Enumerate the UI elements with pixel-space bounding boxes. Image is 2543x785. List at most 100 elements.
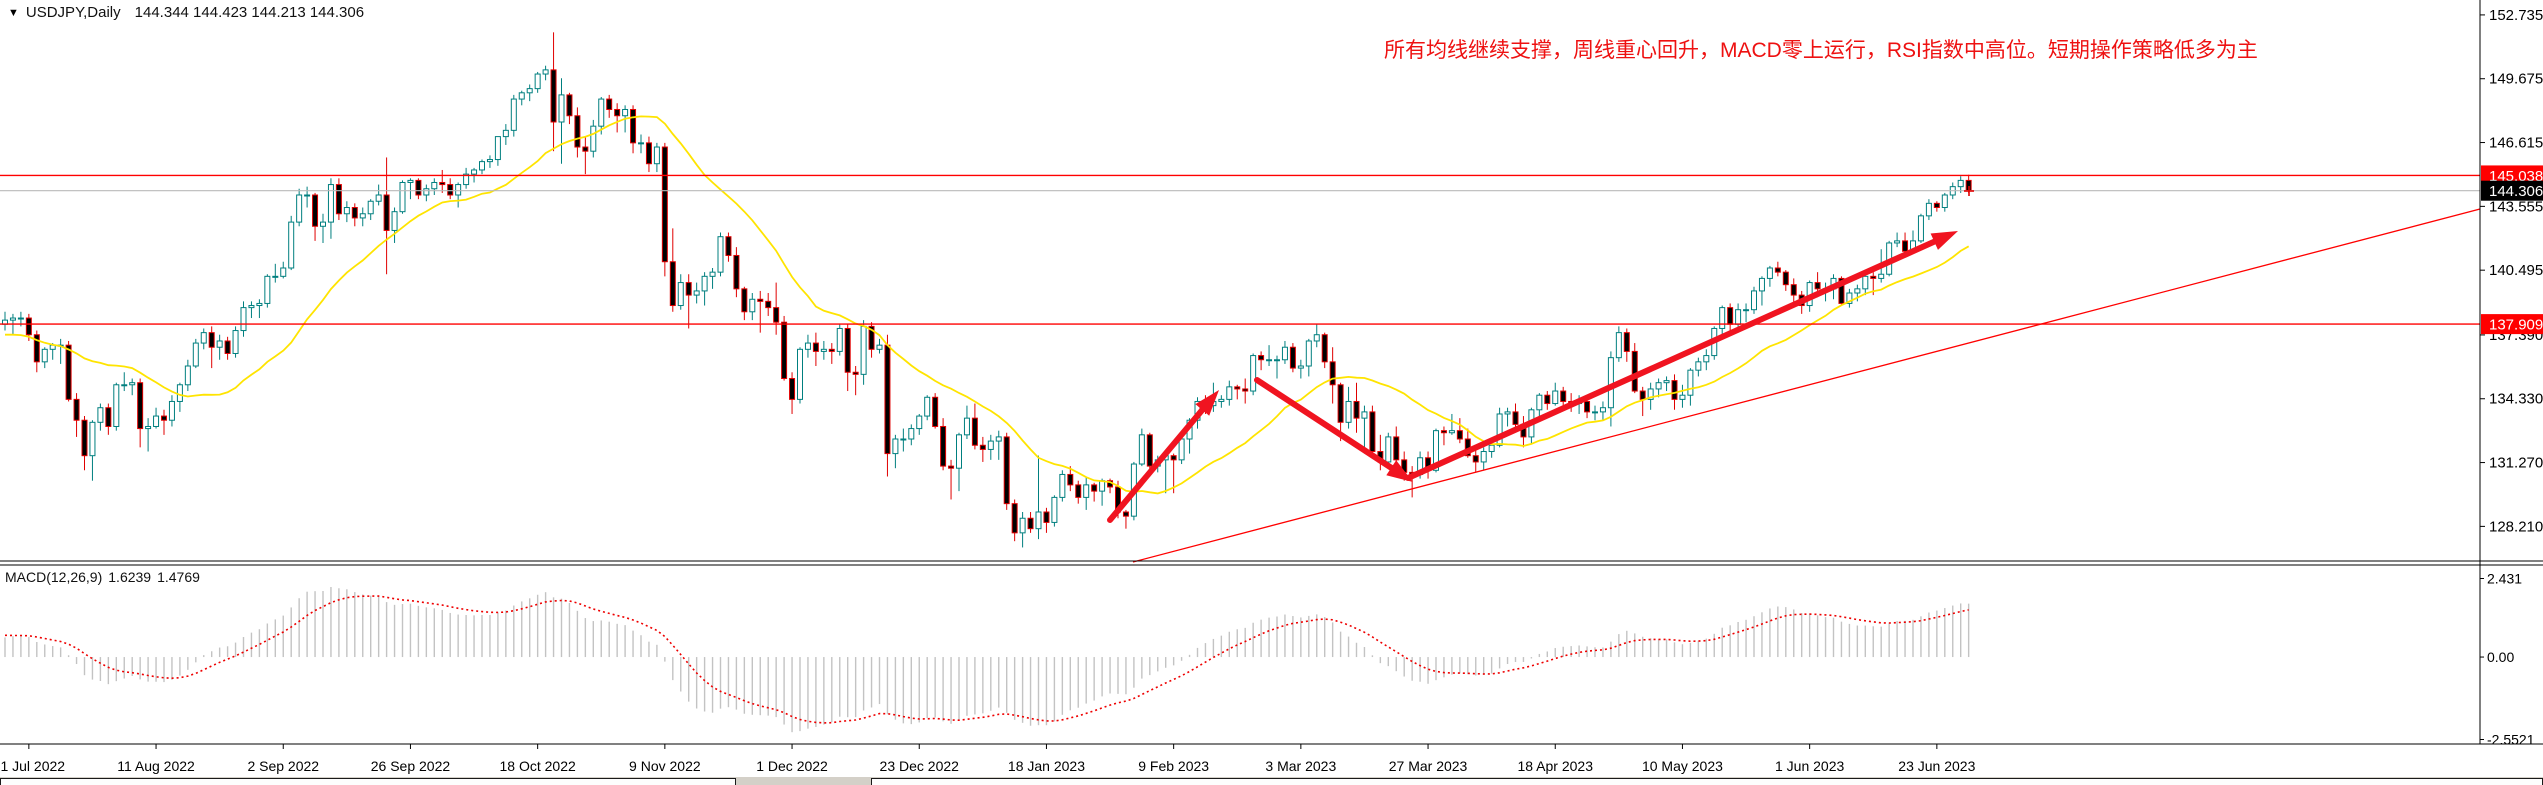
bear-candle-body [1393, 436, 1400, 461]
bull-candle-body [1178, 438, 1185, 461]
bull-candle-body [216, 340, 223, 348]
date-axis-label: 1 Jun 2023 [1775, 758, 1844, 774]
price-badge-label: 137.909 [2489, 317, 2543, 334]
bull-candle-body [192, 342, 199, 367]
bear-candle-body [1727, 307, 1734, 325]
macd-axis-label: -2.5521 [2487, 732, 2535, 748]
date-axis-label: 18 Apr 2023 [1517, 758, 1593, 774]
bear-candle-body [1321, 334, 1328, 363]
support-trendline[interactable] [1132, 208, 2481, 563]
bear-candle-body [645, 142, 652, 165]
docked-window-left-edge[interactable] [0, 778, 736, 785]
date-axis-label: 27 Mar 2023 [1389, 758, 1468, 774]
bear-candle-body [948, 465, 955, 469]
bull-candle-body [1305, 340, 1312, 367]
trend-arrow-shaft[interactable] [1254, 377, 1400, 475]
bull-candle-body [168, 400, 175, 421]
bull-candle-body [89, 421, 96, 457]
bull-candle-body [1019, 517, 1026, 534]
bull-candle-body [184, 365, 191, 386]
bull-candle-body [129, 382, 136, 386]
bull-candle-body [1743, 309, 1750, 312]
bull-candle-body [1687, 369, 1694, 396]
bear-candle-body [765, 300, 772, 309]
bear-candle-body [1353, 400, 1360, 419]
docked-window-right-edge[interactable] [871, 778, 2543, 785]
bull-candle-body [200, 332, 207, 344]
bull-candle-body [145, 425, 152, 430]
date-axis-label: 9 Nov 2022 [629, 758, 701, 774]
bull-candle-body [510, 98, 517, 131]
bull-candle-body [423, 188, 430, 196]
price-axis-label: 140.495 [2489, 262, 2543, 279]
bull-candle-body [558, 94, 565, 123]
bear-candle-body [1289, 346, 1296, 369]
bull-candle-body [1536, 394, 1543, 411]
trend-arrow-shaft[interactable] [1107, 402, 1210, 523]
price-badge [2481, 314, 2543, 335]
bull-candle-body [113, 384, 120, 427]
symbol-dropdown-icon[interactable]: ▼ [8, 7, 19, 19]
bull-candle-body [1957, 179, 1964, 188]
trend-arrow-shaft[interactable] [1405, 236, 1943, 481]
bull-candle-body [1607, 357, 1614, 409]
bull-candle-body [1504, 411, 1511, 415]
bull-candle-body [359, 213, 366, 219]
macd-axis-label: 2.431 [2487, 571, 2522, 587]
bull-candle-body [41, 348, 48, 363]
bull-candle-body [391, 211, 398, 231]
bear-candle-body [812, 342, 819, 352]
bear-candle-body [1043, 511, 1050, 523]
bull-candle-body [622, 108, 629, 117]
bear-candle-body [1337, 384, 1344, 423]
date-axis-label: 10 May 2023 [1642, 758, 1723, 774]
bull-candle-body [797, 348, 803, 400]
bull-candle-body [1917, 215, 1924, 242]
bear-candle-body [25, 317, 32, 336]
date-axis-label: 11 Aug 2022 [117, 758, 195, 774]
bull-candle-body [1083, 484, 1090, 498]
bear-candle-body [1242, 388, 1249, 392]
bull-candle-body [908, 428, 915, 440]
symbol-timeframe-label[interactable]: USDJPY,Daily [25, 4, 121, 21]
bull-candle-body [1719, 307, 1726, 329]
bear-candle-body [1544, 394, 1551, 405]
bear-candle-body [566, 94, 573, 117]
bull-candle-body [534, 73, 541, 90]
bear-candle-body [1122, 511, 1129, 517]
bear-candle-body [208, 332, 215, 348]
bull-candle-body [375, 194, 382, 202]
bear-candle-body [550, 69, 557, 123]
date-axis-label: 2 Sep 2022 [247, 758, 319, 774]
bull-candle-body [327, 184, 334, 223]
bear-candle-body [828, 348, 835, 352]
bull-candle-body [1480, 451, 1487, 463]
bull-candle-body [542, 69, 549, 75]
bear-candle-body [940, 425, 947, 467]
bull-candle-body [1313, 334, 1320, 342]
macd-signal-value: 1.4769 [157, 569, 200, 585]
bull-candle-body [153, 415, 160, 427]
bear-candle-body [685, 282, 692, 296]
bear-candle-body [439, 181, 446, 186]
bull-candle-body [924, 396, 931, 417]
bull-candle-body [1488, 444, 1495, 453]
bull-candle-body [176, 384, 183, 402]
bear-candle-body [383, 194, 390, 231]
bull-candle-body [280, 267, 287, 277]
bull-candle-body [1647, 388, 1654, 400]
bull-candle-body [1846, 292, 1853, 304]
bull-candle-body [1035, 511, 1042, 530]
bull-candle-body [471, 169, 478, 175]
bull-candle-body [1361, 411, 1368, 419]
bear-candle-body [137, 382, 144, 430]
bear-candle-body [1838, 277, 1845, 304]
date-axis-label: 3 Mar 2023 [1265, 758, 1336, 774]
bear-candle-body [1782, 271, 1789, 286]
bull-candle-body [916, 415, 923, 430]
bull-candle-body [1703, 355, 1710, 363]
bull-candle-body [1552, 390, 1559, 405]
bear-candle-body [1440, 430, 1447, 434]
bull-candle-body [598, 98, 605, 127]
